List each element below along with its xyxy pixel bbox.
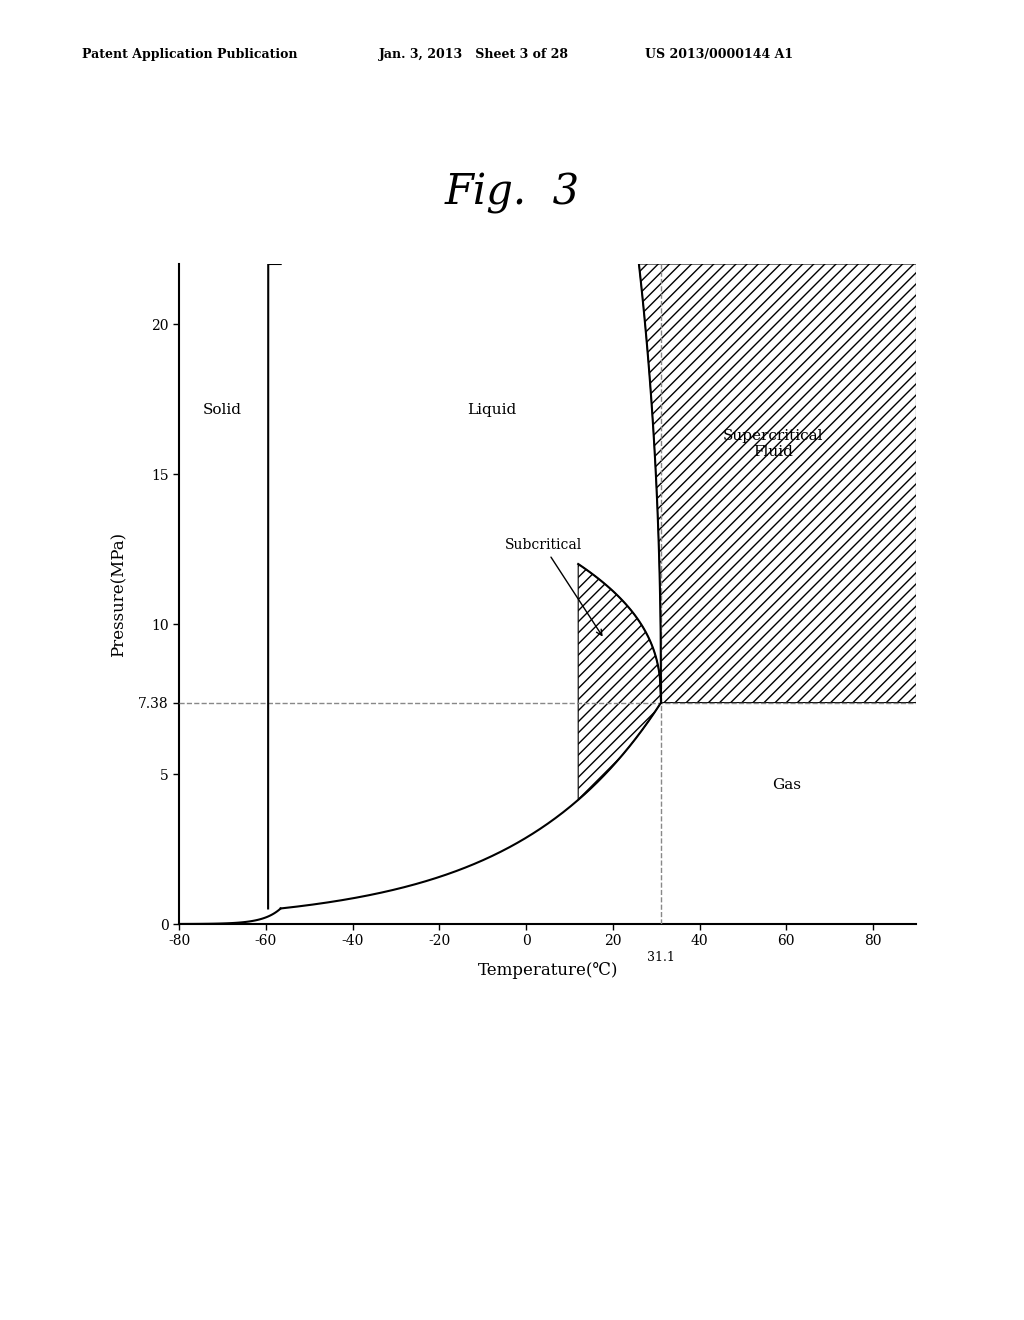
Text: Subcritical: Subcritical bbox=[505, 539, 602, 635]
Text: Jan. 3, 2013   Sheet 3 of 28: Jan. 3, 2013 Sheet 3 of 28 bbox=[379, 48, 569, 61]
Text: 31.1: 31.1 bbox=[647, 950, 675, 964]
Text: Liquid: Liquid bbox=[467, 403, 516, 417]
Y-axis label: Pressure(MPa): Pressure(MPa) bbox=[110, 532, 127, 656]
Text: US 2013/0000144 A1: US 2013/0000144 A1 bbox=[645, 48, 794, 61]
X-axis label: Temperature(℃): Temperature(℃) bbox=[477, 962, 618, 979]
Text: Patent Application Publication: Patent Application Publication bbox=[82, 48, 297, 61]
Text: Fig.  3: Fig. 3 bbox=[444, 172, 580, 214]
Text: Gas: Gas bbox=[772, 777, 801, 792]
Text: Solid: Solid bbox=[203, 403, 242, 417]
Text: Supercritical
Fluid: Supercritical Fluid bbox=[723, 429, 823, 459]
